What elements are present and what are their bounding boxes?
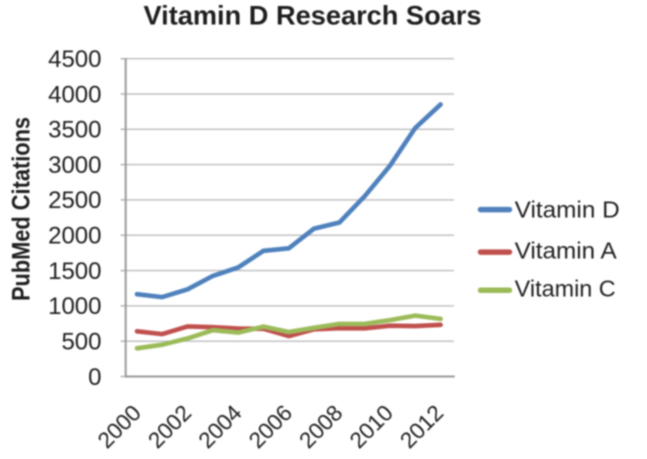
svg-text:1000: 1000 (48, 293, 101, 320)
svg-text:4000: 4000 (48, 81, 101, 108)
svg-text:2002: 2002 (143, 400, 196, 453)
svg-text:2008: 2008 (294, 400, 347, 453)
svg-text:0: 0 (88, 364, 101, 391)
svg-text:Vitamin D: Vitamin D (515, 196, 620, 222)
svg-text:2004: 2004 (194, 400, 247, 453)
svg-text:3500: 3500 (48, 117, 101, 144)
svg-text:1500: 1500 (48, 258, 101, 285)
svg-text:2012: 2012 (395, 400, 448, 453)
svg-text:Vitamin A: Vitamin A (515, 237, 618, 263)
svg-text:2010: 2010 (345, 400, 398, 453)
svg-text:4500: 4500 (48, 46, 101, 73)
svg-text:2500: 2500 (48, 187, 101, 214)
svg-text:PubMed Citations: PubMed Citations (8, 117, 36, 301)
svg-text:3000: 3000 (48, 152, 101, 179)
svg-text:Vitamin C: Vitamin C (515, 276, 616, 302)
svg-text:Vitamin D Research Soars: Vitamin D Research Soars (144, 1, 482, 31)
svg-text:2000: 2000 (48, 223, 101, 250)
svg-text:2000: 2000 (93, 400, 146, 453)
svg-text:500: 500 (61, 329, 101, 356)
svg-text:2006: 2006 (244, 400, 297, 453)
